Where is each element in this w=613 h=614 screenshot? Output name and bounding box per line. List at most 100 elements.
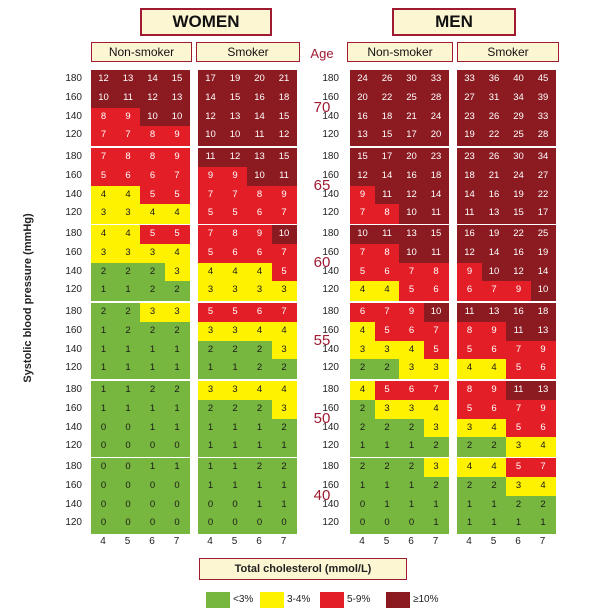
risk-cell: 23 [457,107,482,127]
risk-cell: 6 [457,281,482,301]
risk-cell: 4 [247,262,272,282]
bp-tick-label: 160 [322,169,339,181]
risk-cell: 1 [271,495,297,515]
risk-cell: 1 [164,340,190,360]
risk-cell: 3 [271,281,297,301]
cholesterol-tick-label: 4 [207,536,213,547]
risk-cell: 1 [457,495,482,515]
bp-tick-label: 140 [322,498,339,510]
y-axis-title: Systolic blood pressure (mmHg) [22,213,34,383]
legend-label: 3-4% [287,594,311,605]
bp-tick-label: 160 [322,402,339,414]
risk-cell: 6 [374,262,400,282]
risk-cell: 0 [399,514,424,534]
bp-tick-label: 120 [65,362,82,374]
risk-cell: 5 [350,262,375,282]
risk-cell: 4 [457,359,482,379]
age-label: 55 [313,331,331,349]
bp-tick-label: 120 [65,440,82,452]
risk-cell: 2 [374,418,400,438]
risk-cell: 7 [91,148,116,168]
risk-cell: 1 [350,437,375,457]
risk-cell: 0 [164,476,190,497]
risk-cell: 6 [399,321,424,342]
risk-cell: 0 [91,476,116,497]
risk-cell: 9 [198,166,223,187]
risk-cell: 3 [374,340,400,360]
risk-cell: 0 [222,495,248,515]
risk-cell: 16 [481,185,507,205]
risk-cell: 9 [506,281,531,301]
risk-cell: 3 [399,359,424,379]
bp-tick-label: 140 [322,421,339,433]
risk-cell: 1 [198,458,223,478]
risk-cell: 10 [399,204,424,224]
bp-tick-label: 160 [65,402,82,414]
risk-cell: 4 [91,225,116,245]
risk-cell: 11 [374,185,400,205]
risk-cell: 4 [350,321,375,342]
risk-cell: 0 [115,514,141,534]
risk-cell: 1 [222,458,248,478]
risk-cell: 33 [423,70,449,90]
risk-cell: 15 [423,225,449,245]
risk-cell: 3 [164,262,190,282]
risk-cell: 1 [423,514,449,534]
risk-cell: 3 [506,476,531,497]
risk-cell: 1 [164,359,190,379]
risk-cell: 1 [164,418,190,438]
risk-cell: 9 [481,381,507,401]
risk-cell: 0 [140,514,165,534]
risk-cell: 4 [481,418,507,438]
bp-tick-label: 180 [322,461,339,472]
age-label: 65 [313,176,331,194]
risk-cell: 0 [350,514,375,534]
risk-cell: 11 [423,243,449,264]
risk-cell: 1 [198,359,223,379]
risk-cell: 2 [222,399,248,420]
risk-cell: 1 [399,495,424,515]
risk-cell: 5 [374,381,400,401]
risk-cell: 8 [115,148,141,168]
risk-cell: 6 [530,359,556,379]
risk-cell: 18 [457,166,482,187]
risk-cell: 2 [247,399,272,420]
legend-swatch [260,592,284,608]
risk-cell: 1 [140,399,165,420]
risk-cell: 2 [271,458,297,478]
risk-cell: 0 [115,495,141,515]
risk-cell: 26 [481,148,507,168]
risk-cell: 3 [91,243,116,264]
bp-tick-label: 140 [65,498,82,510]
risk-cell: 12 [271,126,297,146]
risk-cell: 12 [457,243,482,264]
risk-cell: 4 [198,262,223,282]
risk-cell: 3 [222,281,248,301]
risk-cell: 12 [350,166,375,187]
risk-cell: 21 [399,107,424,127]
risk-cell: 2 [457,437,482,457]
risk-cell: 17 [198,70,223,90]
risk-cell: 3 [423,418,449,438]
risk-cell: 11 [457,303,482,323]
risk-cell: 17 [374,148,400,168]
risk-cell: 6 [247,204,272,224]
risk-cell: 3 [271,340,297,360]
risk-cell: 2 [91,262,116,282]
risk-cell: 3 [457,418,482,438]
women-title: WOMEN [140,8,272,36]
risk-cell: 1 [247,476,272,497]
risk-cell: 9 [530,340,556,360]
risk-cell: 15 [222,88,248,109]
bp-tick-label: 180 [65,306,82,317]
risk-cell: 15 [374,126,400,146]
risk-cell: 4 [91,185,116,205]
risk-cell: 3 [140,243,165,264]
risk-cell: 0 [198,514,223,534]
risk-cell: 22 [506,225,531,245]
risk-cell: 4 [271,321,297,342]
risk-cell: 1 [198,476,223,497]
risk-cell: 1 [222,437,248,457]
risk-cell: 5 [457,340,482,360]
risk-cell: 26 [374,70,400,90]
